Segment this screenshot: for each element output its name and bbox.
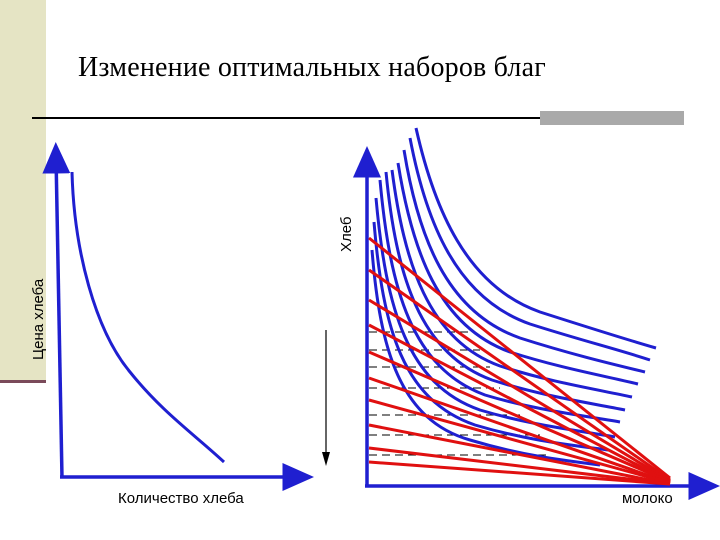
left-x-axis-label: Количество хлеба [118,490,244,507]
indifference-curve [396,162,639,386]
indifference-curve [384,171,626,412]
indifference-curve [402,149,646,374]
budget-line [368,376,671,485]
indifference-curve [378,179,621,424]
title-rule [32,117,682,119]
indifference-curve [408,137,651,362]
budget-lines [368,236,671,486]
title-rule-accent [540,111,684,125]
budget-line [368,298,671,483]
budget-line [368,268,671,482]
indifference-curve [390,169,633,399]
budget-line [368,398,671,485]
left-y-axis [42,142,71,479]
budget-line [368,460,671,486]
slide-title: Изменение оптимальных наборов благ [78,52,546,83]
budget-line [368,323,671,484]
indifference-curve [370,249,601,467]
left-y-axis-label: Цена хлеба [30,278,47,360]
budget-line [368,423,671,486]
budget-line [368,446,671,486]
indifference-curve [372,221,609,452]
price-decrease-arrow-head [322,452,330,466]
indifference-curves [370,127,657,467]
right-x-axis-label: молоко [622,490,673,507]
budget-line [368,350,671,484]
right-y-axis-label: Хлеб [338,216,355,252]
bread-demand-curve [70,171,226,464]
decorative-side-edge [0,380,46,383]
budget-line [368,236,671,480]
decorative-side-band [0,0,46,382]
indifference-curve [414,127,657,350]
